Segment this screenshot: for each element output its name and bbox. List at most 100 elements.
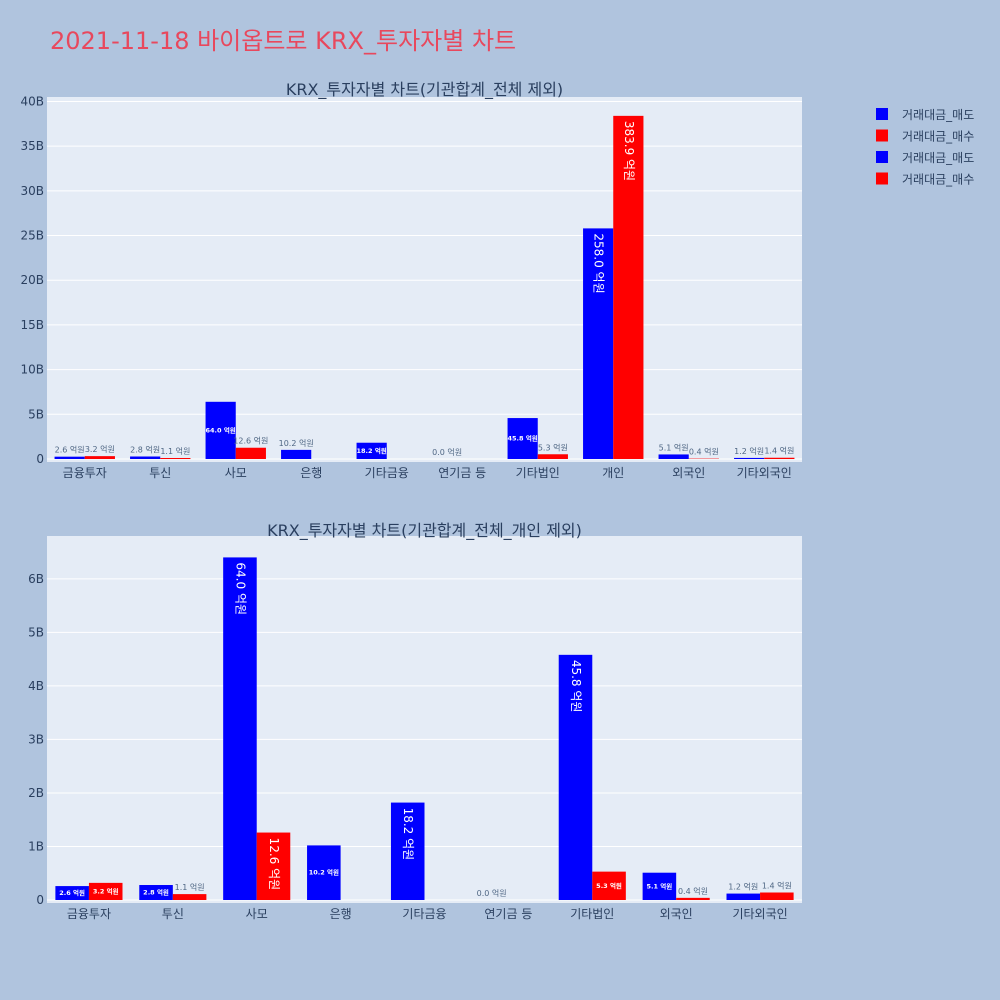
bar — [205, 401, 236, 459]
bar-data-label: 0.4 억원 — [689, 447, 719, 457]
x-tick-label: 사모 — [246, 907, 268, 921]
bar-data-label: 64.0 억원 — [233, 562, 247, 615]
y-tick-label: 15B — [20, 318, 44, 332]
bar — [760, 892, 794, 900]
bar-data-label: 2.6 억원 — [55, 445, 85, 455]
bar-data-label: 2.6 억원 — [59, 888, 85, 897]
bar — [55, 886, 89, 900]
y-tick-label: 25B — [20, 229, 44, 243]
bar-data-label: 18.2 억원 — [401, 808, 415, 861]
chart-2: 0 1B 2B 3B 4B 5B 6B KRX_투자자별 차트(기관합계_전체_개인 제외) 금… — [28, 521, 802, 921]
legend-swatch — [876, 129, 888, 142]
bar-data-label: 3.2 억원 — [85, 444, 115, 454]
bar — [558, 654, 593, 900]
y-tick-label: 40B — [20, 94, 44, 108]
legend-label: 거래대금_매수 — [902, 173, 974, 187]
bar-data-label: 64.0 억원 — [206, 425, 236, 434]
legend-label: 거래대금_매도 — [902, 108, 974, 122]
bar — [658, 454, 689, 459]
bar — [130, 456, 161, 459]
x-tick-label: 연기금 등 — [438, 466, 486, 480]
y-tick-label: 1B — [28, 839, 44, 853]
legend-label: 거래대금_매도 — [902, 151, 974, 165]
charts-layer: 0 5B 10B 15B 20B 25B 30B 35B 40B KRX_투자자별 차트(기관합계… — [20, 80, 802, 921]
chart-title: KRX_투자자별 차트(기관합계_전체 제외) — [286, 80, 563, 100]
bar — [676, 897, 710, 900]
y-tick-label: 6B — [28, 572, 44, 586]
chart-1: 0 5B 10B 15B 20B 25B 30B 35B 40B KRX_투자자별 차트(기관합계… — [20, 80, 802, 480]
bar-data-label: 0.0 억원 — [432, 447, 462, 457]
bar — [256, 832, 291, 900]
legend-item[interactable]: 거래대금_매수 — [876, 172, 974, 187]
legend-swatch — [876, 151, 888, 163]
bar — [764, 457, 795, 459]
x-tick-label: 기타금융 — [365, 466, 409, 480]
bar — [223, 557, 257, 900]
x-tick-label: 기타금융 — [402, 907, 446, 921]
page-title: 2021-11-18 바이옵트로 KRX_투자자별 차트 — [50, 27, 516, 55]
y-tick-label: 35B — [20, 139, 44, 153]
bar — [235, 447, 266, 459]
x-tick-label: 기타법인 — [516, 466, 560, 480]
y-tick-label: 4B — [28, 679, 44, 693]
x-tick-label: 기타외국인 — [732, 907, 787, 921]
bar — [537, 454, 568, 459]
bar-data-label: 2.8 억원 — [143, 888, 169, 897]
x-tick-label: 사모 — [225, 466, 247, 480]
chart-title: KRX_투자자별 차트(기관합계_전체_개인 제외) — [267, 521, 582, 541]
bar — [390, 802, 425, 900]
y-tick-label: 10B — [20, 363, 44, 377]
bar-data-label: 10.2 억원 — [279, 438, 314, 448]
bar-data-label: 10.2 억원 — [309, 868, 339, 877]
bar — [613, 115, 644, 460]
bar-data-label: 5.1 억원 — [659, 442, 689, 452]
y-tick-label: 2B — [28, 786, 44, 800]
x-tick-label: 은행 — [300, 465, 322, 480]
legend-swatch — [876, 108, 888, 120]
bar — [507, 418, 538, 459]
y-tick-label: 5B — [28, 407, 44, 421]
bar-data-label: 1.1 억원 — [160, 446, 190, 456]
bar — [307, 845, 341, 900]
bar-data-label: 1.1 억원 — [175, 882, 205, 892]
bar-data-label: 383.9 억원 — [622, 121, 636, 181]
x-tick-label: 은행 — [330, 906, 352, 921]
bar-data-label: 5.3 억원 — [538, 442, 568, 452]
bar-data-label: 5.3 억원 — [596, 881, 622, 890]
bar — [642, 872, 677, 900]
bar-data-label: 0.4 억원 — [678, 886, 708, 896]
bar-data-label: 18.2 억원 — [357, 446, 387, 455]
x-tick-label: 개인 — [602, 466, 624, 480]
plot-area — [47, 97, 802, 462]
x-tick-label: 기타외국인 — [737, 466, 792, 480]
bar-data-label: 0.0 억원 — [477, 888, 507, 898]
legend-item[interactable]: 거래대금_매도 — [876, 108, 974, 122]
legend-item[interactable]: 거래대금_매수 — [876, 129, 974, 144]
x-tick-label: 금융투자 — [63, 466, 107, 480]
bar — [356, 442, 387, 459]
bar — [139, 885, 173, 900]
bar-data-label: 1.2 억원 — [728, 882, 758, 892]
bar — [281, 449, 312, 459]
bar — [592, 871, 626, 900]
bar — [54, 456, 85, 459]
y-tick-label: 5B — [28, 625, 44, 639]
bar-data-label: 1.2 억원 — [734, 446, 764, 456]
x-tick-label: 외국인 — [672, 466, 705, 480]
bar — [734, 457, 765, 459]
y-tick-label: 0 — [36, 452, 44, 466]
x-tick-label: 기타법인 — [570, 907, 614, 921]
bar-data-label: 5.1 억원 — [647, 881, 673, 890]
y-tick-label: 30B — [20, 184, 44, 198]
bar — [583, 228, 614, 459]
x-tick-label: 투신 — [149, 466, 171, 480]
legend-swatch — [876, 172, 888, 185]
bar-data-label: 1.4 억원 — [762, 881, 792, 891]
bar-data-label: 3.2 억원 — [93, 886, 119, 895]
legend-item[interactable]: 거래대금_매도 — [876, 151, 974, 165]
bar-data-label: 12.6 억원 — [233, 436, 268, 446]
x-tick-label: 투신 — [162, 907, 184, 921]
y-tick-label: 3B — [28, 732, 44, 746]
bar-data-label: 12.6 억원 — [267, 838, 281, 891]
